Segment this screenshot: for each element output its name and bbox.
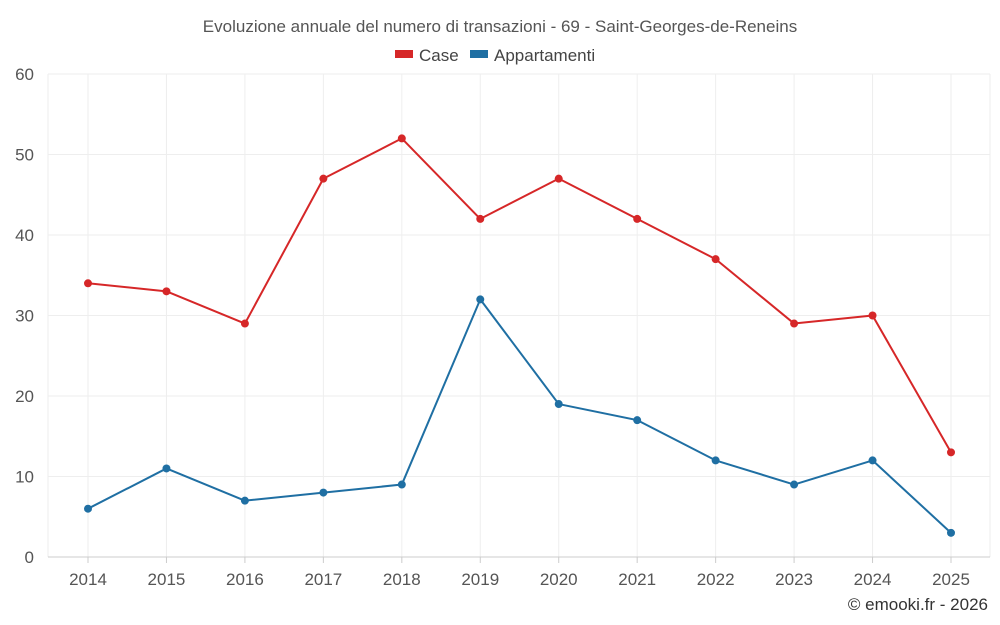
data-point-appartamenti[interactable] [711,456,720,465]
x-tick-label: 2023 [775,570,813,589]
x-tick-label: 2021 [618,570,656,589]
x-tick-label: 2016 [226,570,264,589]
x-tick-label: 2015 [148,570,186,589]
legend-swatch-case [395,50,413,58]
data-point-appartamenti[interactable] [476,295,485,304]
data-point-case[interactable] [947,448,955,457]
x-tick-label: 2014 [69,570,107,589]
y-tick-label: 20 [15,387,34,406]
data-point-case[interactable] [319,174,328,183]
grid-lines [47,73,991,557]
x-tick-label: 2018 [383,570,421,589]
data-point-appartamenti[interactable] [633,416,642,425]
data-point-appartamenti[interactable] [947,528,955,537]
data-point-appartamenti[interactable] [84,504,92,513]
data-point-case[interactable] [711,255,720,264]
legend-label-appartamenti[interactable]: Appartamenti [494,46,595,65]
data-point-case[interactable] [554,174,563,183]
data-point-case[interactable] [240,319,249,328]
data-point-appartamenti[interactable] [868,456,877,465]
y-tick-label: 0 [25,548,34,567]
series-lines [84,134,955,537]
x-tick-label: 2017 [304,570,342,589]
series-line-appartamenti [87,298,952,534]
legend: Case Appartamenti [395,46,595,65]
x-tick-label: 2020 [540,570,578,589]
data-point-case[interactable] [397,134,406,143]
data-point-case[interactable] [868,311,877,320]
x-tick-label: 2025 [932,570,970,589]
data-point-case[interactable] [633,214,642,223]
data-point-appartamenti[interactable] [554,400,563,409]
data-point-appartamenti[interactable] [319,488,328,497]
data-point-case[interactable] [790,319,799,328]
legend-swatch-appartamenti [470,50,488,58]
x-tick-label: 2019 [461,570,499,589]
chart-title: Evoluzione annuale del numero di transaz… [203,17,797,36]
data-point-appartamenti[interactable] [162,464,171,473]
data-point-appartamenti[interactable] [790,480,799,489]
y-tick-label: 10 [15,468,34,487]
data-point-case[interactable] [162,287,171,296]
y-tick-label: 60 [15,65,34,84]
credit-text: © emooki.fr - 2026 [848,595,988,614]
y-tick-label: 50 [15,146,34,165]
legend-label-case[interactable]: Case [419,46,459,65]
y-tick-label: 30 [15,307,34,326]
data-point-case[interactable] [476,214,485,223]
axes: 0 10 20 30 40 50 60 2014 2015 2016 2017 2018 2019 202… [15,65,990,589]
data-point-appartamenti[interactable] [240,496,249,505]
data-point-appartamenti[interactable] [397,480,406,489]
y-tick-label: 40 [15,226,34,245]
x-tick-label: 2022 [697,570,735,589]
series-line-case [87,137,952,453]
x-tick-label: 2024 [854,570,892,589]
data-point-case[interactable] [84,279,92,288]
